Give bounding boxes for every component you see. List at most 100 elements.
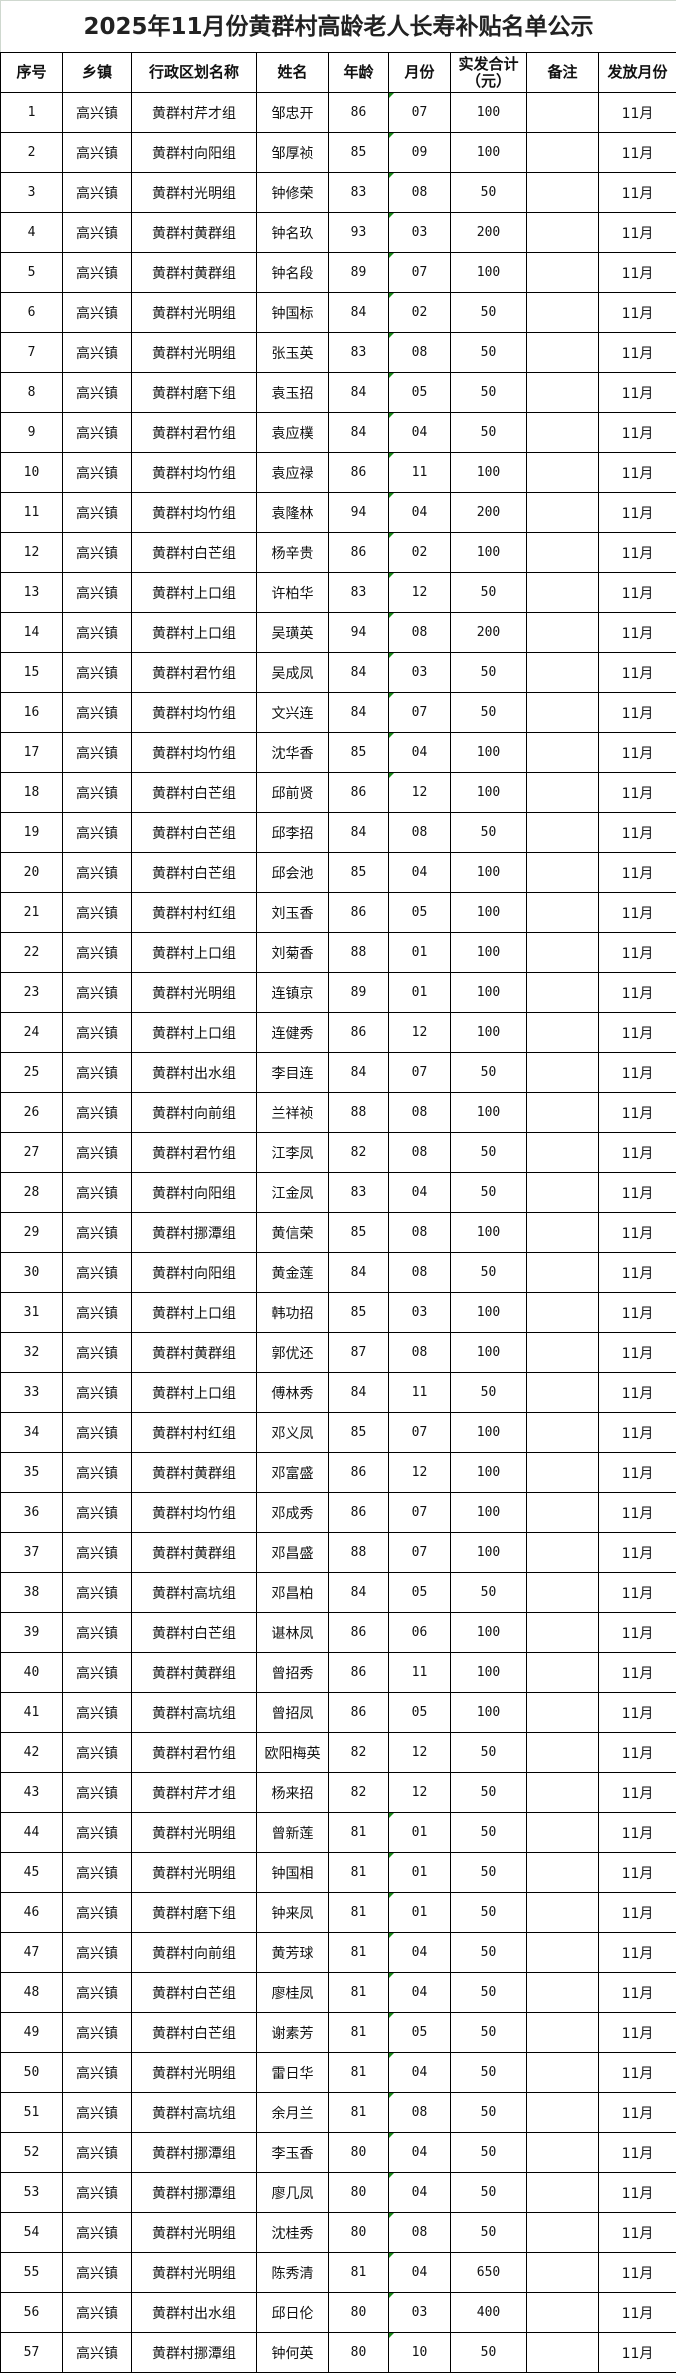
cell-index: 7 — [0, 332, 63, 373]
cell-age: 84 — [328, 412, 389, 453]
cell-month: 01 — [388, 1852, 451, 1893]
cell-amount: 200 — [450, 492, 527, 533]
cell-amount: 50 — [450, 1972, 527, 2013]
table-row: 21 高兴镇 黄群村村红组 刘玉香 86 05 100 11月 — [0, 892, 676, 933]
cell-payout-month: 11月 — [598, 852, 676, 893]
table-row: 11 高兴镇 黄群村均竹组 袁隆林 94 04 200 11月 — [0, 492, 676, 533]
col-header-index: 序号 — [0, 52, 63, 93]
cell-index: 26 — [0, 1092, 63, 1133]
cell-name: 曾招凤 — [256, 1692, 329, 1733]
cell-district: 黄群村光明组 — [131, 292, 257, 333]
cell-payout-month: 11月 — [598, 1252, 676, 1293]
cell-month: 07 — [388, 92, 451, 133]
cell-amount: 100 — [450, 732, 527, 773]
cell-name: 袁玉招 — [256, 372, 329, 413]
cell-district: 黄群村均竹组 — [131, 732, 257, 773]
cell-index: 43 — [0, 1772, 63, 1813]
cell-remarks — [526, 652, 599, 693]
cell-amount: 50 — [450, 372, 527, 413]
table-row: 50 高兴镇 黄群村光明组 雷日华 81 04 50 11月 — [0, 2052, 676, 2093]
cell-month: 11 — [388, 1372, 451, 1413]
cell-index: 16 — [0, 692, 63, 733]
cell-amount: 50 — [450, 652, 527, 693]
cell-age: 85 — [328, 852, 389, 893]
cell-district: 黄群村挪潭组 — [131, 2332, 257, 2373]
cell-remarks — [526, 292, 599, 333]
cell-town: 高兴镇 — [62, 972, 132, 1013]
cell-name: 刘玉香 — [256, 892, 329, 933]
cell-remarks — [526, 1012, 599, 1053]
cell-amount: 50 — [450, 1252, 527, 1293]
cell-remarks — [526, 1892, 599, 1933]
table-row: 8 高兴镇 黄群村磨下组 袁玉招 84 05 50 11月 — [0, 372, 676, 413]
cell-payout-month: 11月 — [598, 1172, 676, 1213]
cell-age: 85 — [328, 1212, 389, 1253]
cell-payout-month: 11月 — [598, 1292, 676, 1333]
cell-name: 邱会池 — [256, 852, 329, 893]
cell-payout-month: 11月 — [598, 92, 676, 133]
cell-month: 12 — [388, 572, 451, 613]
header-row: 序号 乡镇 行政区划名称 姓名 年龄 月份 实发合计（元） 备注 发放月份 — [0, 52, 676, 93]
table-row: 32 高兴镇 黄群村黄群组 郭优还 87 08 100 11月 — [0, 1332, 676, 1373]
cell-name: 傅林秀 — [256, 1372, 329, 1413]
cell-name: 邱前贤 — [256, 772, 329, 813]
cell-month: 04 — [388, 412, 451, 453]
cell-amount: 400 — [450, 2292, 527, 2333]
cell-name: 钟名段 — [256, 252, 329, 293]
cell-age: 85 — [328, 732, 389, 773]
table-row: 20 高兴镇 黄群村白芒组 邱会池 85 04 100 11月 — [0, 852, 676, 893]
cell-age: 86 — [328, 1452, 389, 1493]
cell-amount: 50 — [450, 2172, 527, 2213]
cell-remarks — [526, 2212, 599, 2253]
cell-month: 12 — [388, 1732, 451, 1773]
cell-payout-month: 11月 — [598, 132, 676, 173]
cell-town: 高兴镇 — [62, 652, 132, 693]
cell-payout-month: 11月 — [598, 1212, 676, 1253]
cell-payout-month: 11月 — [598, 772, 676, 813]
cell-payout-month: 11月 — [598, 1972, 676, 2013]
cell-month: 04 — [388, 2132, 451, 2173]
cell-district: 黄群村上口组 — [131, 612, 257, 653]
cell-district: 黄群村君竹组 — [131, 1732, 257, 1773]
table-row: 18 高兴镇 黄群村白芒组 邱前贤 86 12 100 11月 — [0, 772, 676, 813]
cell-age: 81 — [328, 1852, 389, 1893]
table-row: 40 高兴镇 黄群村黄群组 曾招秀 86 11 100 11月 — [0, 1652, 676, 1693]
cell-remarks — [526, 92, 599, 133]
cell-month: 05 — [388, 892, 451, 933]
cell-age: 83 — [328, 572, 389, 613]
cell-town: 高兴镇 — [62, 612, 132, 653]
cell-remarks — [526, 132, 599, 173]
table-row: 38 高兴镇 黄群村高坑组 邓昌柏 84 05 50 11月 — [0, 1572, 676, 1613]
cell-amount: 50 — [450, 1132, 527, 1173]
cell-district: 黄群村磨下组 — [131, 1892, 257, 1933]
table-row: 9 高兴镇 黄群村君竹组 袁应樸 84 04 50 11月 — [0, 412, 676, 453]
cell-district: 黄群村高坑组 — [131, 2092, 257, 2133]
cell-amount: 100 — [450, 1532, 527, 1573]
cell-index: 34 — [0, 1412, 63, 1453]
cell-amount: 100 — [450, 1492, 527, 1533]
cell-name: 李玉香 — [256, 2132, 329, 2173]
cell-amount: 100 — [450, 132, 527, 173]
cell-town: 高兴镇 — [62, 452, 132, 493]
cell-district: 黄群村光明组 — [131, 972, 257, 1013]
table-row: 23 高兴镇 黄群村光明组 连镇京 89 01 100 11月 — [0, 972, 676, 1013]
cell-index: 48 — [0, 1972, 63, 2013]
cell-amount: 50 — [450, 1572, 527, 1613]
cell-amount: 50 — [450, 1172, 527, 1213]
cell-month: 04 — [388, 492, 451, 533]
cell-payout-month: 11月 — [598, 1132, 676, 1173]
cell-index: 54 — [0, 2212, 63, 2253]
cell-name: 许柏华 — [256, 572, 329, 613]
cell-index: 47 — [0, 1932, 63, 1973]
col-header-month: 月份 — [388, 52, 451, 93]
cell-month: 11 — [388, 1652, 451, 1693]
cell-district: 黄群村白芒组 — [131, 852, 257, 893]
cell-payout-month: 11月 — [598, 172, 676, 213]
cell-town: 高兴镇 — [62, 1372, 132, 1413]
cell-index: 51 — [0, 2092, 63, 2133]
cell-month: 08 — [388, 332, 451, 373]
cell-amount: 50 — [450, 1892, 527, 1933]
cell-remarks — [526, 2292, 599, 2333]
cell-age: 88 — [328, 932, 389, 973]
cell-month: 12 — [388, 1772, 451, 1813]
